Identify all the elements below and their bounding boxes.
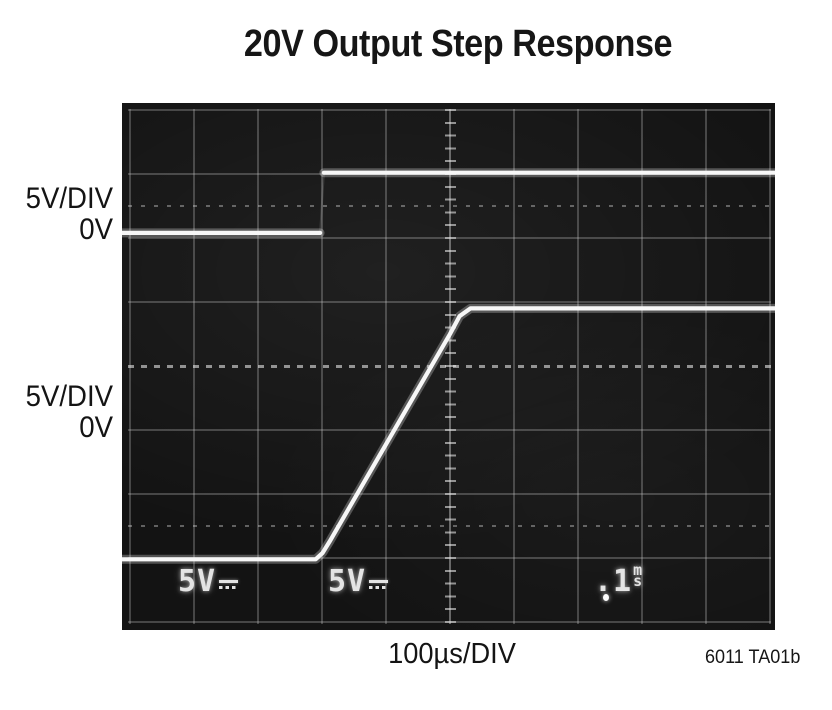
graticule-horizontal-line [128, 557, 771, 559]
timebase-readout: .1 m s [594, 561, 643, 599]
ch2-volts-text: 5V [328, 564, 367, 599]
photo-blemish [603, 594, 609, 601]
ch1-axis-label: 5V/DIV 0V [26, 183, 113, 245]
oscilloscope-photo: 5V 5V .1 m s [122, 103, 775, 630]
timebase-value-text: .1 [594, 564, 633, 599]
graticule-horizontal-line [128, 237, 771, 239]
ch1-volts-text: 5V [178, 564, 217, 599]
figure-title: 20V Output Step Response [243, 23, 673, 65]
time-axis-label: 100µs/DIV [388, 638, 516, 670]
ch1-readout: 5V [178, 564, 239, 599]
trace-glow-output-20v-step [122, 303, 775, 564]
dc-coupling-icon [219, 574, 239, 592]
ch2-scale-label: 5V/DIV [25, 380, 113, 413]
graticule-horizontal-line [128, 301, 771, 303]
graticule-horizontal-line [128, 429, 771, 431]
graticule-horizontal-line [128, 621, 771, 623]
timebase-unit-top: m [633, 561, 643, 579]
graticule-dashed-row [128, 525, 771, 527]
ch1-zero-label: 0V [79, 213, 113, 246]
trace-output-20v-step [122, 306, 775, 562]
ch2-zero-label: 0V [79, 411, 113, 444]
waveform-traces [122, 168, 775, 564]
ch1-scale-label: 5V/DIV [25, 182, 113, 215]
ch2-axis-label: 5V/DIV 0V [26, 381, 113, 443]
graticule-dashed-row [128, 205, 771, 207]
ch2-readout: 5V [328, 564, 389, 599]
graticule-center-axis [128, 365, 771, 368]
dc-coupling-icon [369, 574, 389, 592]
graticule-horizontal-line [128, 493, 771, 495]
trace-step-edge-input-step [319, 172, 325, 233]
timebase-unit-bottom: s [633, 572, 643, 590]
document-reference: 6011 TA01b [704, 647, 800, 668]
graticule-horizontal-line [128, 109, 771, 111]
